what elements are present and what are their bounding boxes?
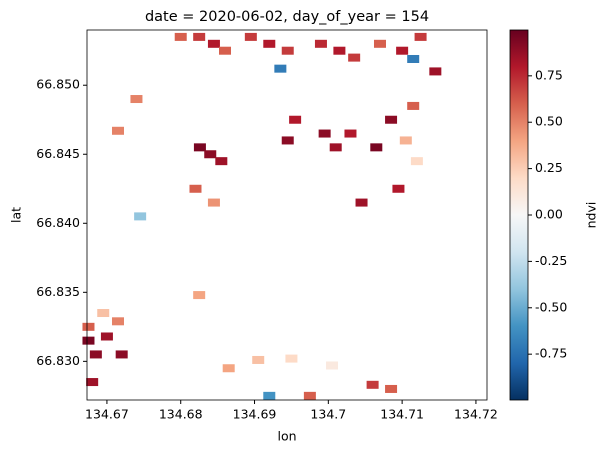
y-tick-label: 66.835	[36, 284, 80, 299]
raster-cell	[407, 101, 420, 110]
colorbar-tick-label: 0.50	[535, 114, 563, 129]
raster-cell	[100, 332, 113, 341]
raster-cell	[399, 136, 412, 145]
raster-cell	[252, 355, 265, 364]
y-tick-label: 66.845	[36, 146, 80, 161]
raster-cell	[215, 157, 228, 166]
raster-cell	[193, 291, 206, 300]
raster-cell	[207, 39, 220, 48]
x-axis-label: lon	[277, 429, 296, 444]
raster-cell	[111, 126, 124, 135]
raster-cell	[414, 32, 427, 41]
y-tick-label: 66.850	[36, 77, 80, 92]
raster-cell	[318, 129, 331, 138]
raster-cell	[348, 53, 361, 62]
raster-cell	[329, 143, 342, 152]
raster-cell	[115, 350, 128, 359]
raster-cell	[111, 317, 124, 326]
raster-cell	[193, 143, 206, 152]
colorbar-tick-label: 0.75	[535, 67, 563, 82]
raster-cell	[82, 336, 95, 345]
raster-cell	[281, 136, 294, 145]
raster-cell	[274, 64, 287, 73]
raster-cell	[366, 380, 379, 389]
raster-cell	[285, 354, 298, 363]
plot-frame	[86, 29, 488, 401]
raster-cell	[281, 46, 294, 55]
x-tick-label: 134.67	[85, 407, 129, 422]
x-tick-label: 134.68	[159, 407, 203, 422]
raster-cell	[263, 391, 276, 400]
colorbar-tick-label: -0.50	[535, 299, 567, 314]
raster-cell	[82, 322, 95, 331]
raster-cell	[244, 32, 257, 41]
y-tick-label: 66.840	[36, 215, 80, 230]
raster-cell	[219, 46, 232, 55]
raster-cell	[370, 143, 383, 152]
raster-cell	[407, 54, 420, 63]
raster-cell	[429, 67, 442, 76]
raster-cell	[410, 157, 423, 166]
raster-cell	[134, 212, 147, 221]
colorbar-tick-label: 0.25	[535, 160, 563, 175]
x-tick-label: 134.71	[380, 407, 424, 422]
raster-cell	[263, 39, 276, 48]
colorbar-tick-label: -0.75	[535, 346, 567, 361]
raster-cell	[204, 150, 217, 159]
raster-cell	[303, 391, 316, 400]
raster-cell	[396, 46, 409, 55]
x-tick-label: 134.7	[310, 407, 346, 422]
colorbar	[509, 29, 529, 401]
colorbar-tick-label: -0.25	[535, 253, 567, 268]
raster-cell	[86, 378, 99, 387]
raster-cell	[385, 115, 398, 124]
raster-cell	[189, 184, 202, 193]
raster-cell	[130, 95, 143, 104]
raster-cell	[89, 350, 102, 359]
raster-cell	[207, 198, 220, 207]
raster-cell	[314, 39, 327, 48]
colorbar-tick-label: 0.00	[535, 207, 563, 222]
raster-cell	[326, 361, 339, 370]
raster-cell	[344, 129, 357, 138]
raster-cell	[333, 46, 346, 55]
raster-cell	[193, 32, 206, 41]
raster-cell	[385, 384, 398, 393]
raster-cell	[289, 115, 302, 124]
x-tick-label: 134.72	[454, 407, 498, 422]
raster-cell	[373, 39, 386, 48]
raster-cell	[97, 309, 110, 318]
y-tick-label: 66.830	[36, 353, 80, 368]
raster-cell	[174, 32, 187, 41]
raster-cell	[392, 184, 405, 193]
raster-cell	[222, 364, 235, 373]
x-tick-label: 134.69	[233, 407, 277, 422]
colorbar-label: ndvi	[584, 202, 599, 229]
raster-cell	[355, 198, 368, 207]
y-axis-label: lat	[9, 207, 24, 223]
chart-title: date = 2020-06-02, day_of_year = 154	[145, 9, 429, 25]
